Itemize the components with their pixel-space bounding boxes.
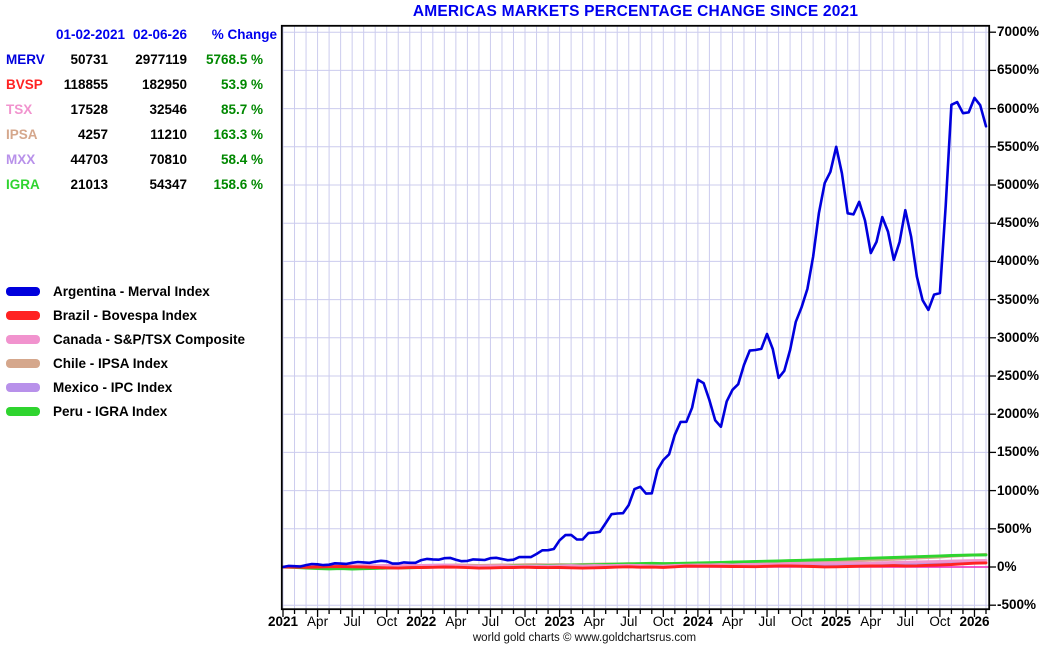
page-title: AMERICAS MARKETS PERCENTAGE CHANGE SINCE…: [412, 3, 859, 20]
y-tick-label: 6500%: [997, 62, 1040, 78]
table-cell-end: 2977119: [135, 52, 187, 67]
table-row-ticker: IPSA: [6, 127, 38, 142]
x-tick-label: Oct: [791, 614, 813, 629]
legend-item-chile: Chile - IPSA Index: [6, 351, 245, 375]
y-tick-label: 4500%: [997, 215, 1040, 231]
table-row-ticker: MXX: [6, 152, 36, 167]
legend-item-label: Peru - IGRA Index: [53, 403, 168, 419]
legend-item-label: Canada - S&P/TSX Composite: [53, 331, 246, 347]
table-row-ticker: BVSP: [6, 77, 43, 92]
legend-swatch-icon: [6, 334, 40, 344]
y-tick-label: -500%: [997, 597, 1037, 613]
x-tick-label: Apr: [307, 614, 329, 629]
x-tick-label: Jul: [758, 614, 776, 629]
y-tick-label: 5000%: [997, 177, 1040, 192]
table-row-ticker: IGRA: [6, 177, 40, 192]
y-tick-label: 7000%: [997, 24, 1040, 40]
x-tick-label: Apr: [583, 614, 605, 629]
x-tick-label: Apr: [860, 614, 882, 629]
legend-swatch-icon: [6, 406, 40, 416]
table-cell-change: 53.9 %: [220, 77, 263, 92]
table-cell-start: 44703: [70, 152, 108, 167]
series-line-bvsp: [281, 561, 988, 570]
table-cell-change: 58.4 %: [220, 152, 263, 167]
table-cell-start: 17528: [70, 102, 108, 117]
legend-item-mexico: Mexico - IPC Index: [6, 375, 245, 399]
table-cell-start: 118855: [63, 77, 108, 92]
legend-item-brazil: Brazil - Bovespa Index: [6, 303, 245, 327]
x-tick-label: Oct: [376, 614, 398, 629]
table-header-end-date: 02-06-26: [132, 27, 187, 42]
table-cell-end: 54347: [149, 177, 187, 192]
y-tick-label: 1000%: [997, 482, 1040, 498]
table-row-ticker: TSX: [6, 102, 33, 117]
x-tick-label: Oct: [514, 614, 536, 629]
table-cell-change: 85.7 %: [220, 102, 263, 117]
legend-item-argentina: Argentina - Merval Index: [6, 279, 245, 303]
table-cell-change: 5768.5 %: [205, 52, 263, 67]
stats-table: 01-02-2021 02-06-26 % Change MERV 50731 …: [6, 22, 277, 197]
x-tick-label: 2022: [406, 614, 437, 629]
table-cell-end: 182950: [141, 77, 187, 92]
copyright-footer: world gold charts © www.goldchartsrus.co…: [472, 632, 697, 644]
y-tick-label: 0%: [997, 559, 1017, 574]
chart-plot-area: [280, 24, 996, 617]
y-tick-label: 4000%: [997, 253, 1040, 269]
x-tick-label: Apr: [721, 614, 743, 629]
legend-item-label: Mexico - IPC Index: [53, 379, 173, 395]
legend-swatch-icon: [6, 358, 40, 368]
x-tick-label: Jul: [343, 614, 361, 629]
y-tick-label: 2500%: [997, 368, 1040, 383]
plot-frame: [280, 24, 991, 611]
legend-item-label: Chile - IPSA Index: [53, 355, 169, 371]
table-cell-change: 158.6 %: [213, 177, 263, 192]
x-tick-label: 2026: [959, 614, 990, 629]
x-tick-marks: [282, 610, 987, 617]
table-cell-start: 50731: [70, 52, 108, 67]
table-cell-end: 11210: [150, 127, 187, 142]
y-tick-label: 2000%: [997, 406, 1040, 422]
table-header-start-date: 01-02-2021: [56, 27, 126, 42]
table-row-ticker: MERV: [6, 52, 45, 67]
x-tick-label: 2021: [267, 614, 299, 629]
legend-swatch-icon: [6, 310, 40, 320]
table-cell-start: 21013: [70, 177, 108, 192]
x-tick-label: 2023: [544, 614, 575, 629]
y-tick-label: 1500%: [997, 444, 1040, 460]
y-tick-label: 6000%: [997, 100, 1040, 116]
series-line-merv: [281, 96, 988, 569]
legend-item-label: Brazil - Bovespa Index: [53, 307, 198, 323]
x-tick-label: Oct: [652, 614, 674, 629]
legend-swatch-icon: [6, 286, 40, 296]
x-tick-label: Oct: [929, 614, 951, 629]
y-tick-label: 500%: [997, 520, 1032, 536]
legend: Argentina - Merval Index Brazil - Bovesp…: [6, 279, 245, 423]
series-line-tsx: [281, 559, 988, 569]
y-tick-label: 3500%: [997, 291, 1040, 307]
legend-swatch-icon: [6, 382, 40, 392]
x-tick-label: Jul: [481, 614, 500, 629]
legend-item-label: Argentina - Merval Index: [53, 283, 210, 299]
table-cell-change: 163.3 %: [213, 127, 263, 142]
x-tick-label: 2025: [821, 614, 852, 629]
table-cell-start: 4257: [77, 127, 108, 142]
table-header-change: % Change: [211, 27, 277, 42]
legend-item-canada: Canada - S&P/TSX Composite: [6, 327, 245, 351]
y-tick-label: 3000%: [997, 329, 1040, 345]
legend-item-peru: Peru - IGRA Index: [6, 399, 245, 423]
x-tick-label: Jul: [896, 614, 914, 629]
x-tick-label: Jul: [620, 614, 638, 629]
y-tick-label: 5500%: [997, 138, 1040, 154]
chart-plot-svg: [280, 24, 996, 617]
x-tick-label: 2024: [682, 614, 713, 629]
x-tick-label: Apr: [445, 614, 467, 629]
table-cell-end: 70810: [149, 152, 187, 167]
grid-lines: [281, 25, 990, 610]
y-tick-marks: [990, 31, 996, 606]
table-cell-end: 32546: [149, 102, 187, 117]
